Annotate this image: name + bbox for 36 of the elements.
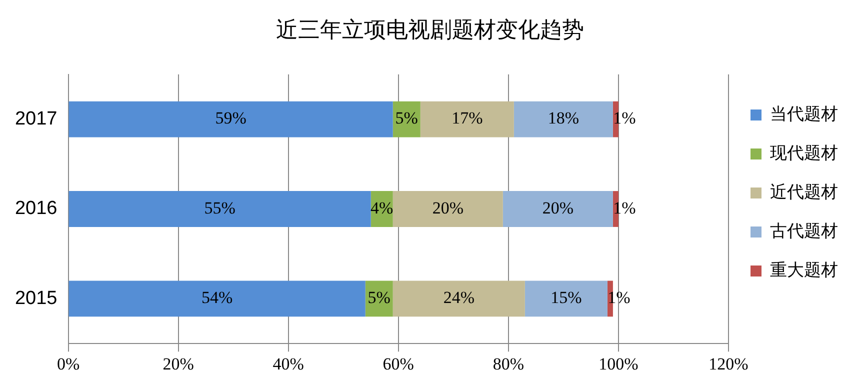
bar — [420, 101, 514, 138]
data-label: 20% — [432, 198, 464, 218]
bar — [392, 191, 503, 227]
bar — [68, 101, 393, 138]
bar — [392, 280, 525, 317]
legend-label: 重大题材 — [770, 260, 838, 280]
data-label: 55% — [204, 198, 236, 218]
bar — [514, 101, 613, 138]
data-label: 20% — [542, 198, 574, 218]
data-label: 17% — [452, 108, 483, 128]
legend-label: 古代题材 — [770, 221, 838, 240]
x-tick-label: 60% — [382, 354, 414, 374]
data-label: 24% — [443, 288, 474, 308]
x-tick-label: 0% — [56, 354, 80, 374]
data-label: 18% — [548, 108, 580, 128]
legend-label: 当代题材 — [770, 104, 838, 124]
bar — [524, 280, 608, 317]
x-tick-label: 40% — [272, 354, 304, 374]
x-tick-label: 20% — [162, 354, 194, 374]
data-label: 5% — [368, 288, 390, 308]
data-label: 15% — [550, 288, 582, 308]
legend-label: 近代题材 — [770, 182, 838, 202]
legend-label: 现代题材 — [770, 143, 838, 162]
y-tick-label: 2017 — [14, 108, 58, 130]
data-label: 59% — [215, 108, 246, 128]
data-label: 54% — [201, 288, 233, 308]
y-tick-label: 2016 — [14, 198, 58, 220]
x-tick-label: 100% — [598, 354, 638, 374]
bar — [502, 191, 613, 227]
x-tick-label: 80% — [492, 354, 524, 374]
data-label: 5% — [395, 108, 418, 128]
bar — [68, 191, 371, 227]
chart-title: 近三年立项电视剧题材变化趋势 — [276, 16, 584, 42]
bar — [68, 280, 366, 317]
y-tick-label: 2015 — [14, 288, 58, 309]
x-tick-label: 120% — [708, 354, 748, 374]
